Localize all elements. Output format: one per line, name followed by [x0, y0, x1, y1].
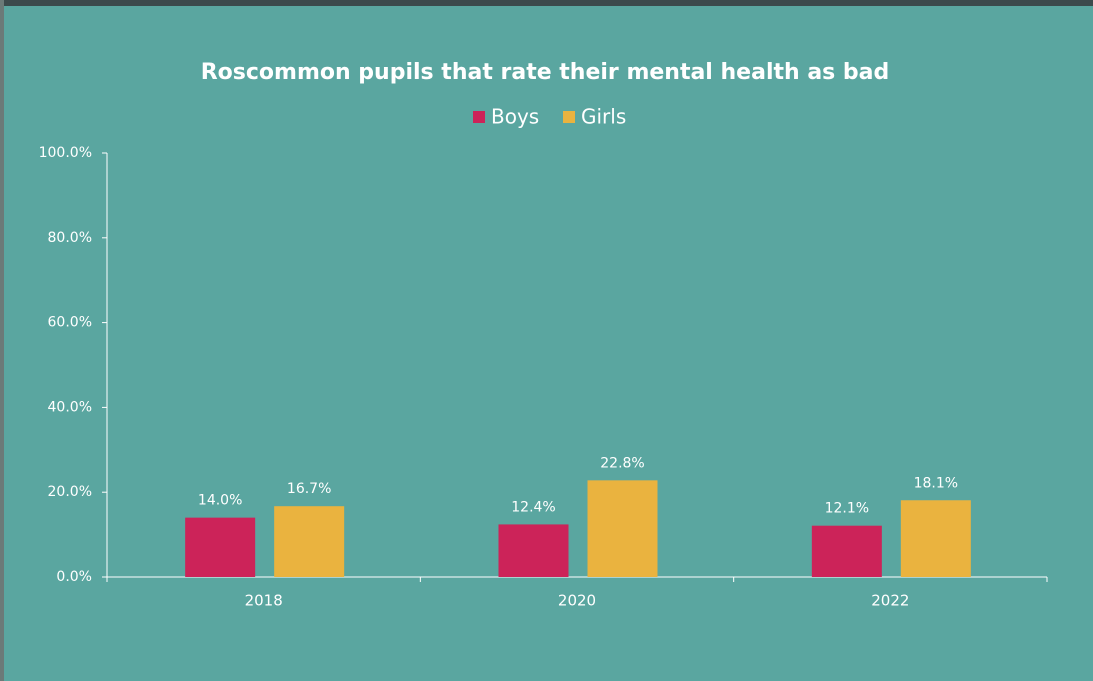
y-tick-label: 100.0% — [39, 145, 92, 161]
x-tick-label: 2022 — [871, 592, 909, 610]
y-tick-label: 80.0% — [48, 230, 92, 246]
photo-edge — [0, 0, 4, 681]
chart-title: Roscommon pupils that rate their mental … — [201, 60, 890, 85]
photo-strip — [0, 0, 1093, 6]
bar — [811, 525, 882, 577]
value-label: 12.4% — [511, 499, 555, 515]
legend-swatch — [473, 111, 485, 123]
legend-label: Girls — [581, 105, 626, 129]
legend-swatch — [563, 111, 575, 123]
bar — [274, 506, 345, 577]
y-tick-label: 40.0% — [48, 399, 92, 415]
bar — [900, 500, 971, 577]
legend-label: Boys — [491, 105, 539, 129]
value-label: 12.1% — [825, 501, 869, 517]
x-tick-label: 2020 — [558, 592, 596, 610]
x-tick-label: 2018 — [245, 592, 283, 610]
y-tick-label: 20.0% — [48, 484, 92, 500]
value-label: 18.1% — [914, 475, 958, 491]
bar — [587, 480, 658, 577]
value-label: 16.7% — [287, 481, 331, 497]
y-tick-label: 60.0% — [48, 315, 92, 331]
bar — [185, 517, 256, 577]
value-label: 14.0% — [198, 493, 242, 509]
value-label: 22.8% — [600, 455, 644, 471]
y-tick-label: 0.0% — [56, 569, 92, 585]
bar — [498, 524, 569, 577]
